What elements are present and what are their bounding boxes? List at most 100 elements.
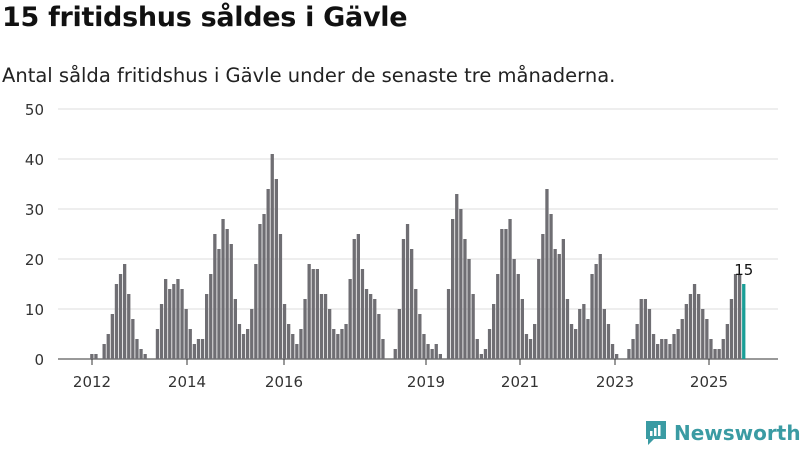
data-bar [352, 239, 356, 359]
x-tick-label: 2016 [265, 373, 303, 391]
data-bar [180, 289, 184, 359]
data-bar [188, 329, 192, 359]
data-bar [340, 329, 344, 359]
data-bar [196, 339, 201, 359]
x-tick-label: 2019 [407, 373, 445, 391]
data-bar [692, 284, 697, 359]
data-bar [348, 279, 352, 359]
newsworthy-logo: Newsworthy [644, 418, 800, 448]
data-bar [602, 309, 606, 359]
data-bar [467, 259, 471, 359]
data-bar [94, 354, 98, 359]
x-tick-label: 2023 [596, 373, 634, 391]
data-bar [676, 329, 680, 359]
data-bar [192, 344, 196, 359]
data-bar [184, 309, 188, 359]
chart-subtitle: Antal sålda fritidshus i Gävle under de … [2, 64, 616, 87]
data-bar [721, 339, 725, 359]
data-bar [713, 349, 717, 359]
data-bar [246, 329, 250, 359]
data-bar [594, 264, 598, 359]
data-bar [684, 304, 688, 359]
data-bar [668, 344, 672, 359]
data-bar [545, 189, 549, 359]
data-bar [717, 349, 721, 359]
data-bar [328, 309, 332, 359]
data-bar [110, 314, 114, 359]
data-bar [561, 239, 565, 359]
data-bar [660, 339, 664, 359]
data-bar [492, 304, 496, 359]
data-bar [373, 299, 377, 359]
data-bar [323, 294, 328, 359]
data-bar [229, 244, 233, 359]
data-bar [418, 314, 422, 359]
data-bar [360, 269, 365, 359]
data-bar [102, 344, 106, 359]
data-bar [90, 354, 94, 359]
data-bar [733, 274, 738, 359]
data-bar [377, 314, 381, 359]
data-bar [582, 304, 586, 359]
data-bar [217, 249, 221, 359]
x-tick-label: 2012 [73, 373, 111, 391]
data-bar [471, 294, 475, 359]
data-bar [590, 274, 594, 359]
y-tick-label: 10 [25, 301, 44, 319]
data-bar [656, 344, 660, 359]
data-bar [164, 279, 168, 359]
y-tick-label: 40 [25, 151, 44, 169]
data-bar [475, 339, 479, 359]
data-bar [364, 289, 369, 359]
data-bar [278, 234, 283, 359]
data-bar [701, 309, 705, 359]
data-bar [541, 234, 545, 359]
data-bar [155, 329, 160, 359]
data-bar [537, 259, 541, 359]
data-bar [639, 299, 643, 359]
data-bar [697, 294, 701, 359]
data-bar [135, 339, 139, 359]
data-bar [262, 214, 266, 359]
y-tick-label: 30 [25, 201, 44, 219]
data-bar [299, 329, 303, 359]
data-bar [393, 349, 397, 359]
data-bar [483, 349, 488, 359]
data-bar [221, 219, 225, 359]
data-bar [512, 259, 516, 359]
data-bar [258, 224, 262, 359]
data-bar [200, 339, 205, 359]
data-bar [533, 324, 537, 359]
data-bar [270, 154, 274, 359]
data-bar [487, 329, 492, 359]
chart-title: 15 fritidshus såldes i Gävle [2, 2, 408, 33]
data-bar [114, 284, 119, 359]
data-bar [643, 299, 647, 359]
data-bar [709, 339, 713, 359]
data-bar [651, 334, 656, 359]
data-bar [451, 219, 455, 359]
data-bar [291, 334, 295, 359]
data-bar [426, 344, 430, 359]
data-bar [213, 234, 217, 359]
data-bar [410, 249, 414, 359]
data-bar [422, 334, 426, 359]
data-bar [557, 254, 561, 359]
data-bar [397, 309, 401, 359]
data-bar [438, 354, 442, 359]
data-bar [209, 274, 213, 359]
x-tick-label: 2021 [501, 373, 539, 391]
y-tick-label: 0 [34, 351, 44, 369]
data-bar [369, 294, 373, 359]
data-bar [463, 239, 467, 359]
data-bar [434, 344, 438, 359]
data-bar [307, 264, 311, 359]
data-bar [635, 324, 639, 359]
data-bar [479, 354, 483, 359]
data-bar [496, 274, 500, 359]
data-bar [172, 284, 176, 359]
data-bar [127, 294, 131, 359]
data-bar [405, 224, 410, 359]
data-bar [205, 294, 209, 359]
